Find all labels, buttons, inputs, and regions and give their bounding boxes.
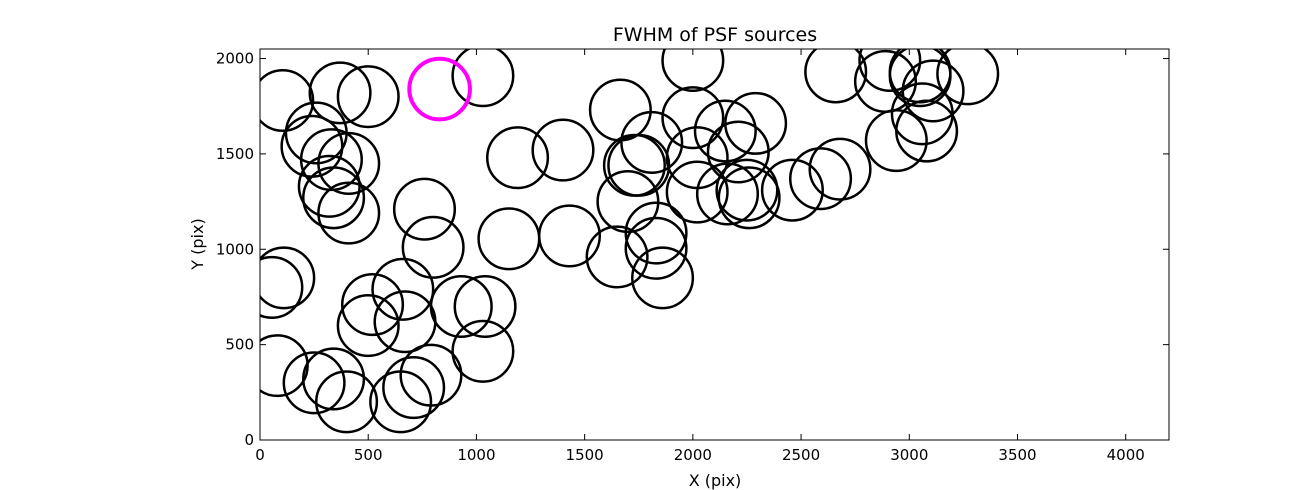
source-circle (336, 294, 400, 358)
source-circle (308, 61, 372, 125)
source-circle (453, 274, 517, 339)
source-circle (260, 246, 316, 310)
source-circle (936, 49, 1000, 106)
source-circle (451, 319, 515, 383)
x-tick-label: 1500 (566, 446, 604, 464)
chart-title: FWHM of PSF sources (613, 24, 817, 46)
source-circle (477, 207, 541, 271)
y-tick-label: 500 (225, 336, 254, 354)
source-circle (299, 128, 363, 192)
x-tick-label: 4000 (1107, 446, 1145, 464)
source-circle (624, 201, 688, 265)
y-tick-label: 1000 (216, 240, 254, 258)
source-circle (858, 49, 922, 92)
y-tick-label: 1500 (216, 145, 254, 163)
x-tick-label: 2000 (674, 446, 712, 464)
source-circle (297, 154, 361, 218)
source-circle (399, 343, 463, 407)
points-layer (260, 49, 1000, 434)
source-circle (531, 118, 595, 182)
source-circle (371, 257, 435, 321)
source-circle (451, 49, 515, 108)
x-tick-label: 0 (255, 446, 265, 464)
source-circle (340, 273, 405, 337)
y-tick-label: 2000 (216, 50, 254, 68)
source-circle (260, 255, 304, 319)
source-circle (620, 110, 684, 175)
source-circle (901, 59, 965, 123)
source-circle (808, 137, 872, 201)
source-circle (585, 225, 649, 289)
source-circle (717, 166, 781, 230)
source-circle (695, 162, 760, 226)
source-circle (317, 131, 381, 195)
source-circle (888, 49, 952, 108)
source-circle (631, 246, 695, 310)
source-circle (260, 334, 309, 398)
source-circle (382, 355, 446, 420)
source-circle (624, 216, 688, 280)
source-circle (665, 160, 729, 224)
source-circle (706, 120, 770, 184)
source-circle (486, 126, 550, 190)
source-circle (282, 351, 346, 415)
source-circle (864, 109, 928, 173)
source-circle (661, 49, 725, 92)
y-axis: 0 500 1000 1500 2000 (216, 50, 1169, 449)
y-tick-label: 0 (244, 431, 254, 449)
source-circle (537, 204, 602, 268)
source-circle (429, 274, 493, 339)
source-circle (804, 49, 868, 104)
source-circle (401, 215, 465, 279)
plot-area (259, 48, 1170, 441)
source-circle (715, 158, 779, 222)
x-tick-label: 3000 (890, 446, 928, 464)
source-circle (260, 68, 315, 133)
source-circle (760, 158, 824, 222)
source-circle (302, 166, 366, 230)
source-circle (336, 65, 400, 129)
source-circle (661, 86, 725, 150)
source-circle (895, 99, 959, 163)
x-tick-label: 2500 (782, 446, 820, 464)
source-circle (315, 370, 379, 434)
source-circle (724, 91, 788, 155)
x-tick-label: 1000 (457, 446, 495, 464)
source-circle (607, 133, 671, 197)
x-tick-label: 3500 (998, 446, 1036, 464)
source-circle (392, 177, 457, 241)
source-circle (588, 78, 652, 142)
source-circle (302, 347, 366, 411)
y-axis-label: Y (pix) (188, 218, 207, 270)
source-circle (789, 147, 853, 211)
plot-frame (259, 48, 1170, 441)
highlighted-source-circle (407, 56, 472, 122)
source-circle (373, 290, 437, 354)
x-tick-label: 500 (354, 446, 383, 464)
x-axis-label: X (pix) (689, 471, 742, 490)
x-axis: 0 500 1000 1500 2000 2500 3000 3500 4000 (255, 49, 1145, 464)
source-circle (693, 99, 757, 163)
source-circle (317, 181, 381, 245)
